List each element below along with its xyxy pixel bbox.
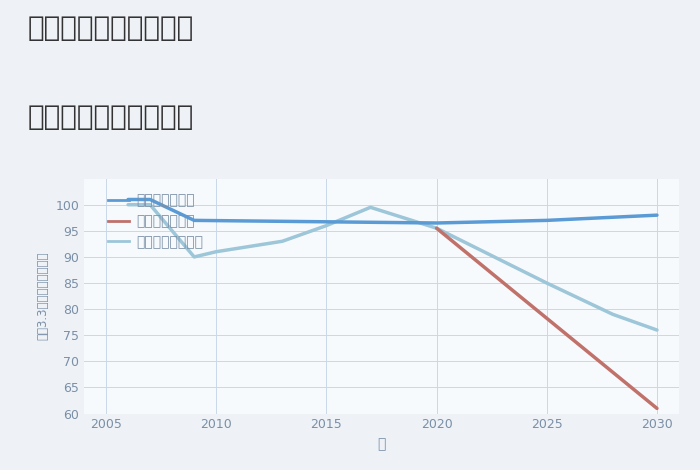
Text: 愛知県豊田市広川町の: 愛知県豊田市広川町の [28, 14, 195, 42]
X-axis label: 年: 年 [377, 437, 386, 451]
Legend: グッドシナリオ, バッドシナリオ, ノーマルシナリオ: グッドシナリオ, バッドシナリオ, ノーマルシナリオ [103, 188, 209, 255]
Text: 中古戸建ての価格推移: 中古戸建ての価格推移 [28, 103, 195, 132]
Y-axis label: 坪（3.3㎡）単価（万円）: 坪（3.3㎡）単価（万円） [36, 252, 50, 340]
